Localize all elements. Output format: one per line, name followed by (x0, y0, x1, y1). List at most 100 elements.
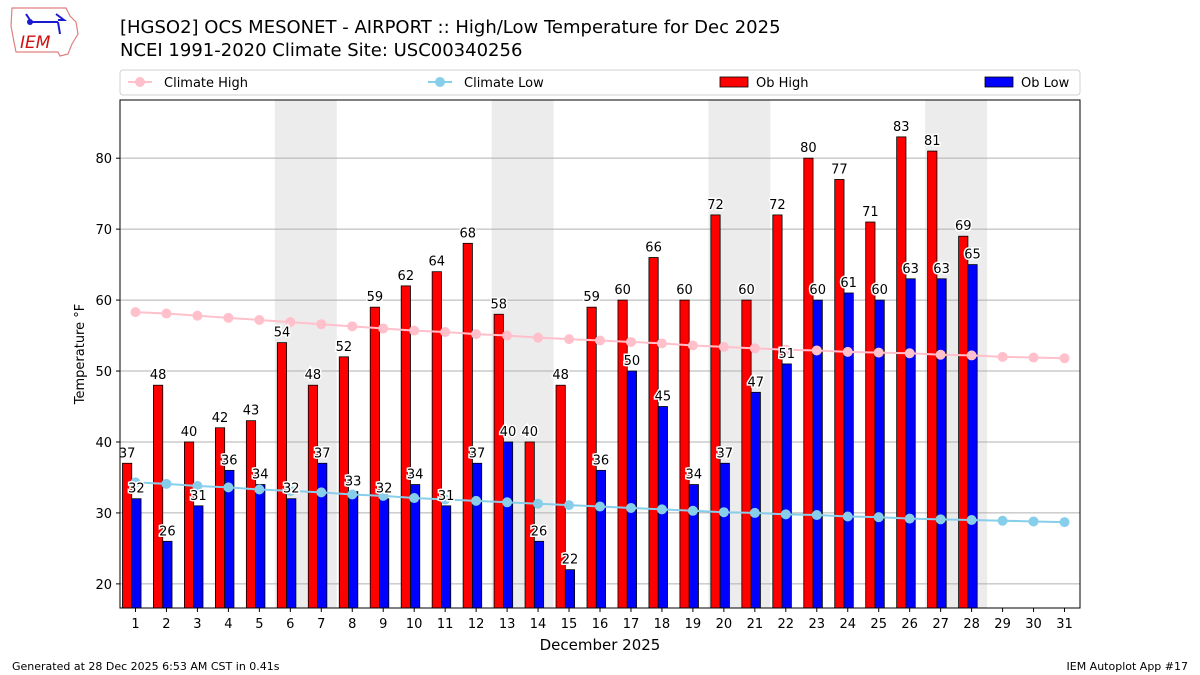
ob-low-label: 61 (840, 276, 857, 291)
x-tick-label: 3 (193, 617, 201, 632)
ob-high-label: 59 (583, 290, 600, 305)
ob-low-label: 31 (190, 489, 207, 504)
ob-low-label: 63 (902, 262, 919, 277)
y-tick-label: 60 (95, 294, 112, 309)
ob-high-bar (927, 150, 938, 609)
climate-high-point (1028, 352, 1039, 363)
x-tick-label: 20 (716, 617, 733, 632)
ob-high-bar (648, 257, 659, 609)
climate-low-point (161, 478, 172, 489)
x-tick-label: 6 (286, 617, 294, 632)
ob-low-bar (750, 391, 761, 609)
climate-low-point (749, 507, 760, 518)
ob-low-label: 32 (283, 482, 300, 497)
ob-high-bar (462, 242, 473, 609)
x-tick-label: 12 (468, 617, 485, 632)
ob-low-label: 40 (500, 425, 517, 440)
ob-high-label: 64 (429, 255, 446, 270)
ob-high-label: 58 (490, 297, 507, 312)
climate-low-point (687, 505, 698, 516)
ob-low-bar (688, 484, 699, 609)
ob-high-label: 48 (150, 368, 167, 383)
ob-high-label: 54 (274, 326, 291, 341)
x-axis-label: December 2025 (540, 636, 661, 654)
ob-low-bar (967, 264, 978, 609)
ob-low-label: 26 (159, 524, 176, 539)
ob-low-bar (874, 299, 885, 609)
climate-low-point (842, 511, 853, 522)
climate-low-point (502, 497, 513, 508)
climate-high-point (192, 310, 203, 321)
ob-high-bar (803, 157, 814, 609)
climate-high-point (285, 317, 296, 328)
ob-high-bar (710, 214, 721, 609)
ob-low-label: 50 (624, 354, 641, 369)
ob-high-label: 60 (614, 283, 631, 298)
climate-high-point (873, 347, 884, 358)
ob-low-label: 22 (562, 553, 579, 568)
ob-high-bar (679, 299, 690, 609)
climate-low-point (409, 493, 420, 504)
x-tick-label: 23 (809, 617, 826, 632)
ob-high-bar (772, 214, 783, 609)
ob-high-bar (276, 342, 288, 609)
ob-low-bar (162, 540, 173, 609)
ob-low-bar (502, 441, 514, 609)
ob-low-bar (533, 540, 545, 609)
plot-frame (119, 99, 1081, 609)
climate-low-point (192, 480, 203, 491)
climate-high-point (254, 314, 265, 325)
climate-high-point (718, 341, 729, 352)
ob-low-label: 31 (438, 489, 455, 504)
x-tick-label: 22 (778, 617, 795, 632)
climate-low-point (223, 482, 234, 493)
ob-low-bar (781, 363, 792, 609)
ob-high-label: 52 (336, 340, 353, 355)
x-tick-label: 31 (1056, 617, 1073, 632)
ob-high-bar (896, 136, 907, 609)
ob-high-bar (184, 441, 195, 609)
climate-high-point (471, 329, 482, 340)
climate-low-point (347, 489, 358, 500)
climate-low-point (316, 487, 327, 498)
ob-low-label: 47 (747, 375, 764, 390)
ob-low-label: 32 (376, 482, 393, 497)
climate-high-point (656, 338, 667, 349)
legend-marker (135, 77, 145, 87)
y-tick-label: 70 (95, 223, 112, 238)
ob-low-bar (441, 505, 452, 609)
climate-high-point (316, 319, 327, 330)
climate-high-point (347, 321, 358, 332)
x-tick-label: 5 (255, 617, 263, 632)
climate-high-point (687, 340, 698, 351)
climate-high-point (564, 334, 575, 345)
climate-high-point (811, 345, 822, 356)
climate-high-point (223, 312, 234, 323)
ob-high-bar (245, 420, 257, 609)
climate-low-point (471, 495, 482, 506)
x-tick-label: 18 (654, 617, 671, 632)
ob-low-label: 34 (686, 468, 703, 483)
ob-low-label: 45 (655, 390, 672, 405)
ob-high-bar (431, 271, 442, 609)
legend-label: Climate Low (464, 76, 544, 91)
climate-high-point (935, 349, 946, 360)
ob-high-label: 72 (769, 198, 786, 213)
y-tick-label: 40 (95, 436, 112, 451)
climate-high-point (378, 323, 389, 334)
climate-high-point (749, 343, 760, 354)
legend-label: Ob High (756, 76, 809, 91)
climate-low-point (1028, 516, 1039, 527)
ob-high-label: 37 (119, 446, 136, 461)
ob-high-label: 48 (305, 368, 322, 383)
x-tick-label: 21 (747, 617, 764, 632)
x-tick-label: 27 (932, 617, 949, 632)
ob-high-bar (369, 306, 380, 609)
climate-low-point (625, 502, 636, 513)
ob-low-label: 34 (407, 468, 424, 483)
ob-low-bar (472, 462, 483, 609)
legend-label: Ob Low (1021, 76, 1070, 91)
climate-high-point (161, 308, 172, 319)
chart-subtitle: NCEI 1991-2020 Climate Site: USC00340256 (120, 40, 523, 61)
